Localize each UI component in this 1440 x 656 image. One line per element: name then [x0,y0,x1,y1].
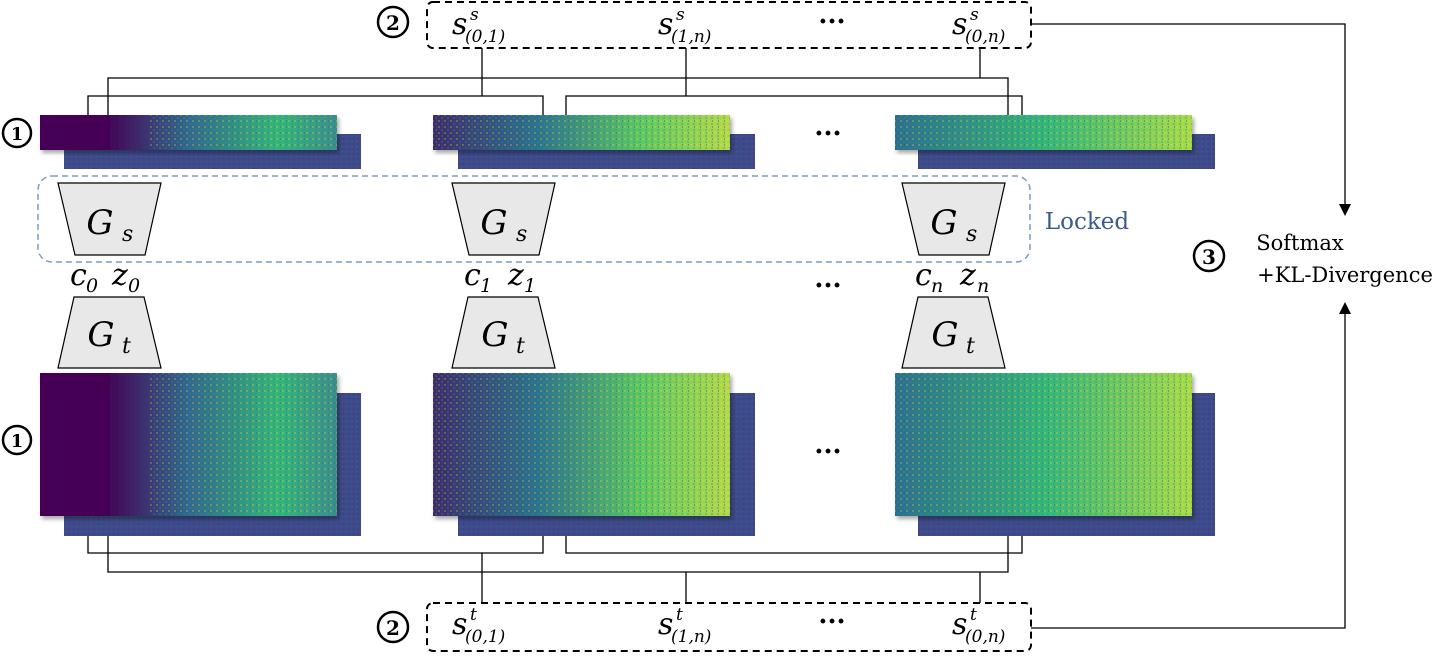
gen-sub: s [966,222,977,247]
gen-base: G [87,315,114,355]
latent-z-sub: 0 [128,275,140,297]
sim-base: s [952,7,967,42]
source-image-stack-1 [433,115,755,169]
latent-codes-1: c 1 z 1 [464,258,536,297]
target-image-stack-1 [433,373,755,536]
target-generator-n: G t [901,296,1006,369]
circled-number-icon [1,424,33,456]
step2-bottom-label: 2 [386,616,400,640]
source-image-stack-n [895,115,1215,169]
arrow-head-icon [1339,302,1351,314]
latent-z-sub: n [977,275,989,297]
ellipsis-top-images: ··· [814,119,841,149]
sim-sup: s [470,5,479,25]
ellipsis-bottom: ··· [818,607,845,637]
target-similarity-box [426,602,1032,652]
sim-sub: (1,n) [671,27,711,47]
sim-base: s [952,607,967,642]
sim-sup: s [970,5,979,25]
ellipsis-bottom-images: ··· [814,437,841,467]
target-generator-1: G t [451,296,556,369]
latent-c: c [464,258,481,293]
step1-top-marker: 1 [1,117,33,149]
sim-base: s [452,607,467,642]
latent-c: c [70,258,87,293]
circled-number-icon [376,610,410,644]
latent-codes-n: c n z n [915,258,989,297]
gen-sub: s [516,222,527,247]
step2-top-label: 2 [386,11,400,35]
step3-label: 3 [1202,245,1216,269]
sim-sub: (0,n) [965,627,1005,647]
latent-c: c [915,258,932,293]
loss-label-softmax: Softmax [1256,231,1344,255]
sim-sub: (1,n) [671,627,711,647]
circled-number-icon [376,5,410,39]
gen-sub: t [122,334,131,359]
gen-base: G [481,315,508,355]
sim-sub: (0,1) [465,627,505,647]
target-similarity-1n: s t (1,n) [658,605,711,647]
target-similarity-01: s t (0,1) [452,605,505,647]
ellipsis-top: ··· [818,7,845,37]
arrow-head-icon [1339,204,1351,216]
source-generator-0: G s [57,182,162,256]
step1-bottom-label: 1 [11,431,24,452]
source-connector-lines [87,48,1023,118]
latent-z: z [507,258,524,293]
sim-sub: (0,n) [965,27,1005,47]
source-similarity-1n: s s (1,n) [658,5,711,47]
sim-base: s [658,7,673,42]
target-similarity-0n: s t (0,n) [952,605,1005,647]
target-generator-0: G t [57,296,162,369]
gen-base: G [86,203,113,243]
sim-base: s [658,607,673,642]
loss-label-kl: +KL-Divergence [1257,263,1433,287]
latent-c-sub: 1 [480,275,492,297]
step3-marker: 3 [1192,239,1226,273]
step2-bottom-marker: 2 [376,610,410,644]
latent-z: z [111,258,128,293]
source-to-loss-arrow [1031,23,1346,206]
latent-z: z [959,258,976,293]
sim-sup: s [676,5,685,25]
sim-base: s [452,7,467,42]
step1-top-label: 1 [11,124,24,145]
target-connector-lines [87,536,1023,603]
circled-number-icon [1192,239,1226,273]
sim-sub: (0,1) [465,27,505,47]
ellipsis-latents: ··· [814,271,841,301]
source-similarity-0n: s s (0,n) [952,5,1005,47]
locked-label: Locked [1045,209,1130,235]
latent-c-sub: 0 [86,275,98,297]
target-image-stack-0 [40,373,361,536]
target-image-stack-n [895,373,1215,536]
source-generator-1: G s [451,182,556,256]
step2-top-marker: 2 [376,5,410,39]
latent-c-sub: n [931,275,943,297]
gen-base: G [480,203,507,243]
source-similarity-01: s s (0,1) [452,5,505,47]
target-to-loss-arrow [1031,312,1346,629]
sim-sup: t [970,605,977,625]
latent-z-sub: 1 [524,275,536,297]
gen-sub: s [122,222,133,247]
gen-sub: t [966,334,975,359]
source-similarity-box [426,1,1032,49]
gen-base: G [931,315,958,355]
step1-bottom-marker: 1 [1,424,33,456]
sim-sup: t [470,605,477,625]
sim-sup: t [676,605,683,625]
source-generator-n: G s [901,182,1006,256]
circled-number-icon [1,117,33,149]
source-image-stack-0 [40,115,361,169]
gen-sub: t [516,334,525,359]
gen-base: G [930,203,957,243]
locked-region [37,175,1031,263]
latent-codes-0: c 0 z 0 [70,258,140,297]
